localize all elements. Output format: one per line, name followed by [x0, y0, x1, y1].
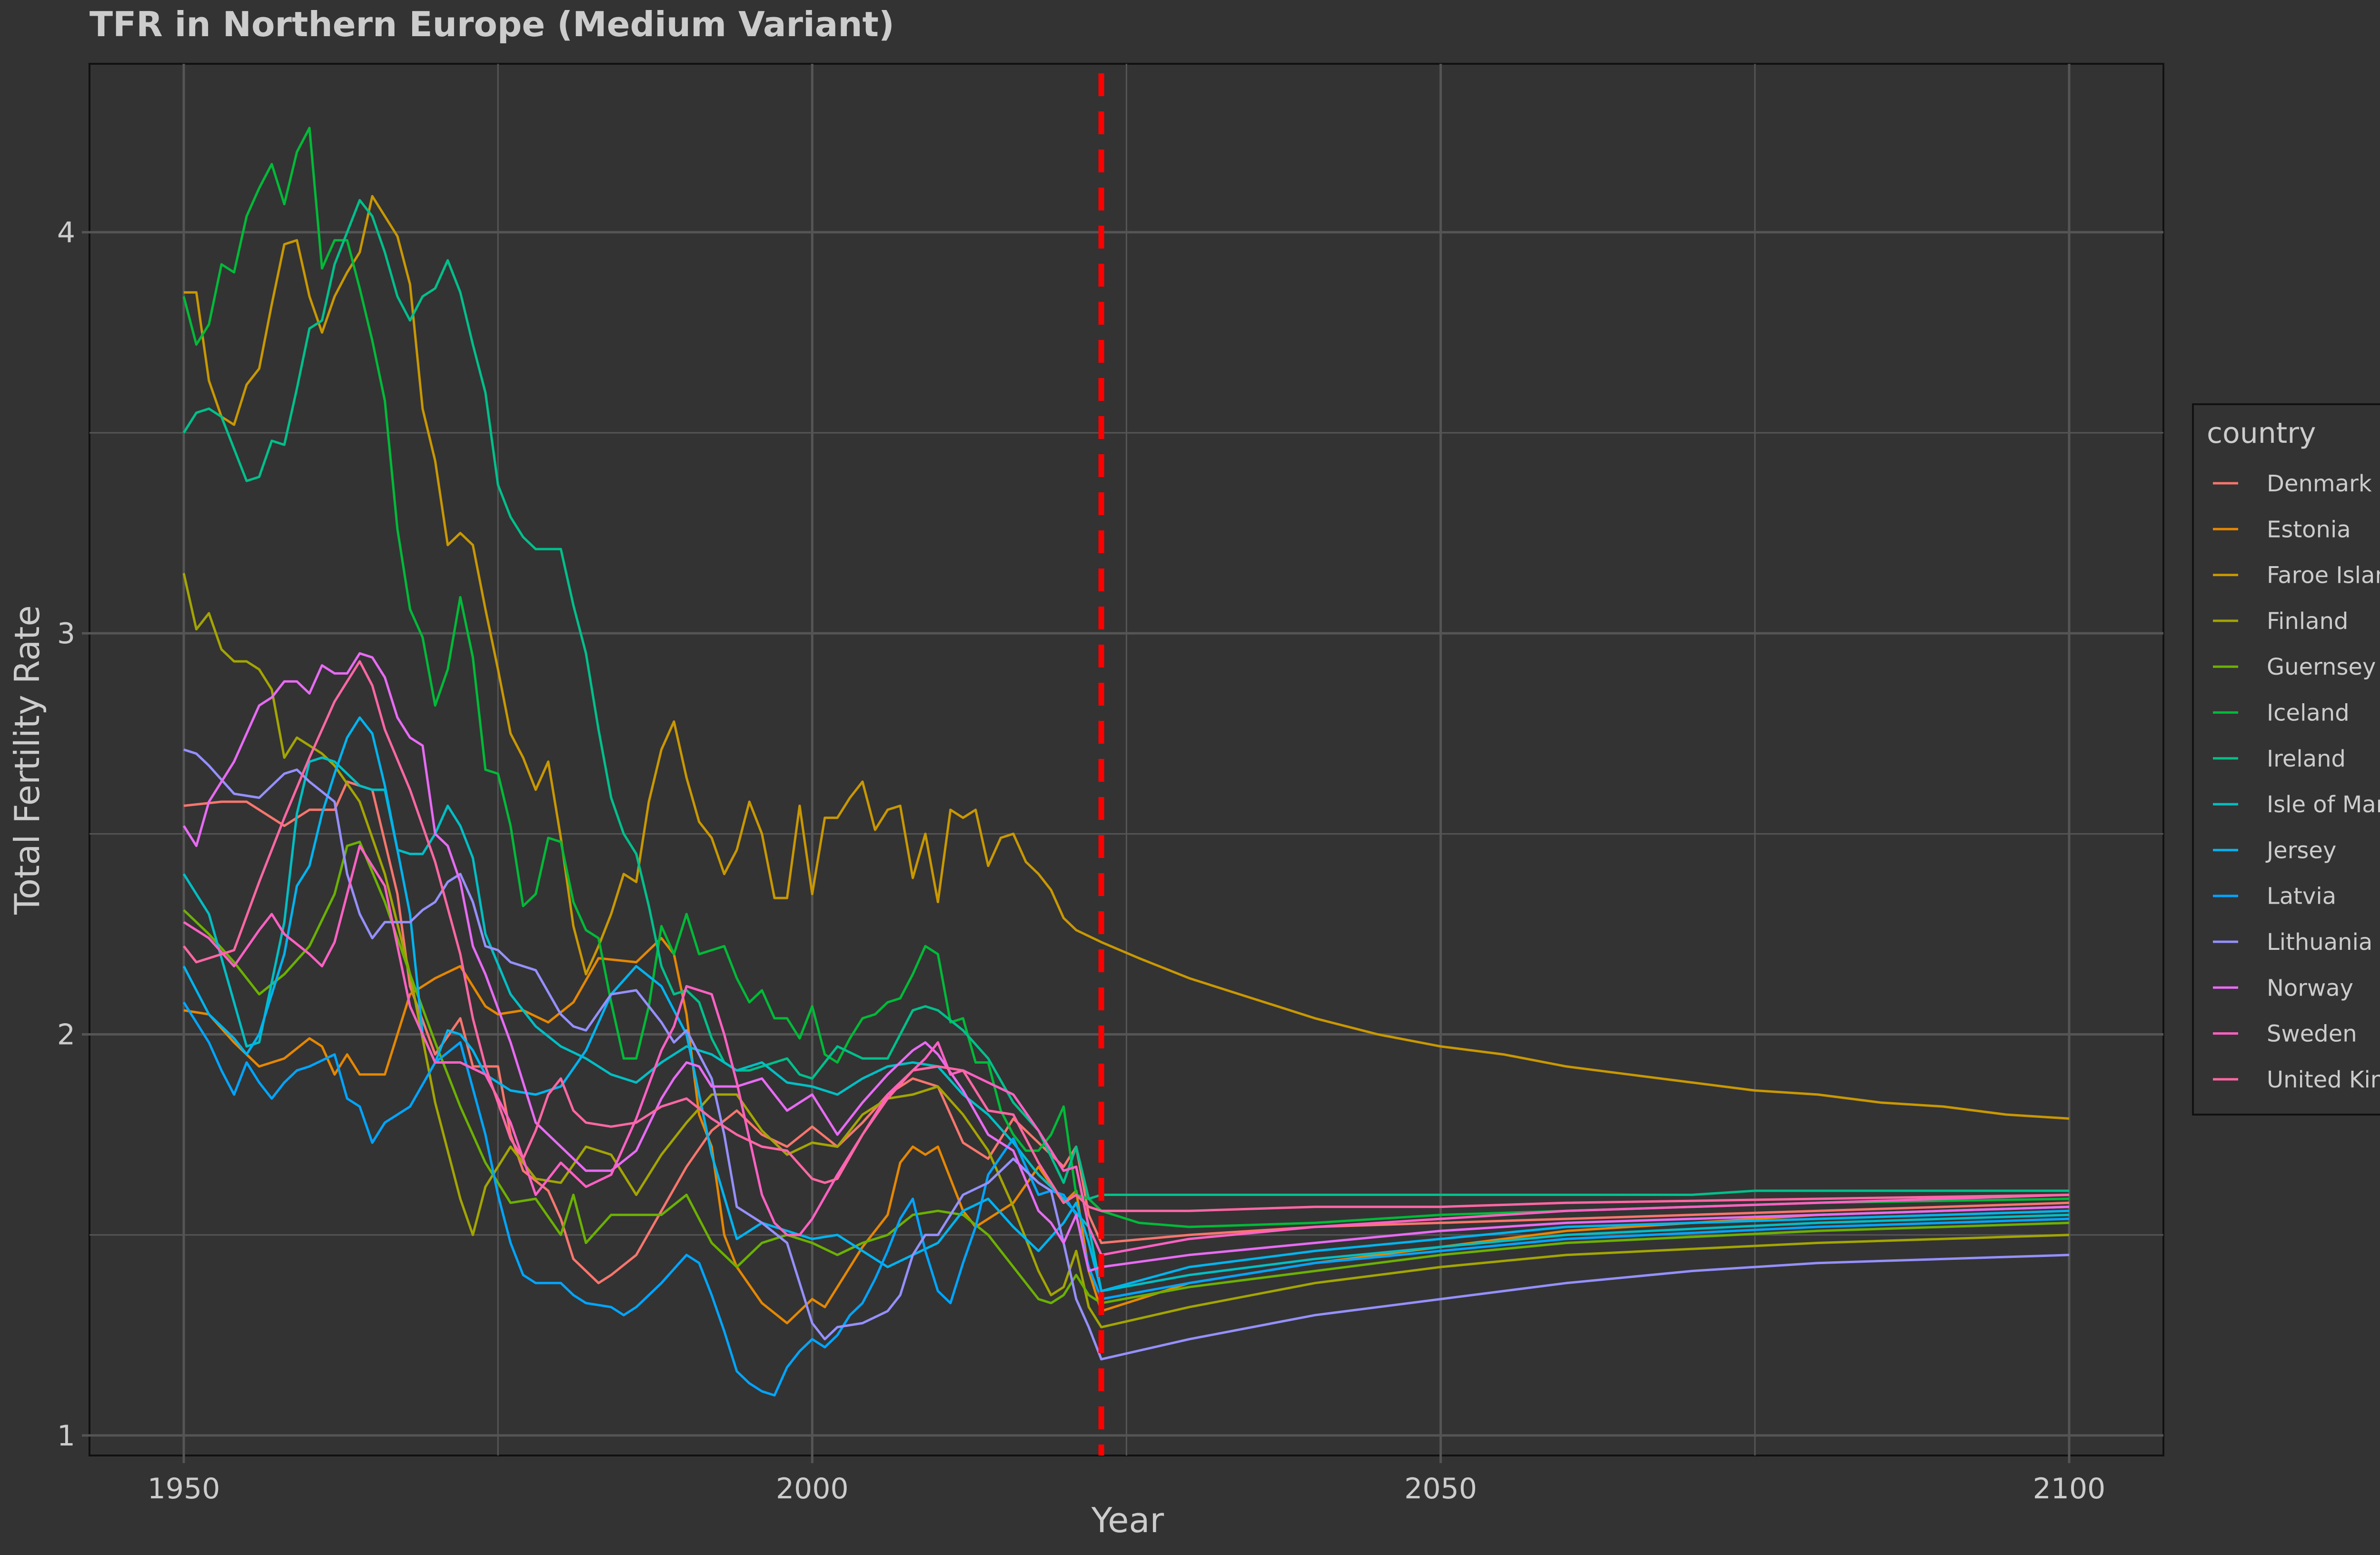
x-tick-label: 2100	[2033, 1472, 2106, 1505]
y-tick-label: 2	[57, 1018, 75, 1052]
legend-label: Jersey	[2265, 837, 2336, 864]
legend-label: Sweden	[2267, 1021, 2357, 1047]
series-line-jersey	[182, 716, 2070, 1293]
series-line-iceland	[182, 127, 2070, 1228]
legend-label: Guernsey	[2267, 654, 2376, 680]
x-tick-label: 2000	[776, 1472, 849, 1505]
series-line-lithuania	[183, 748, 2070, 1361]
plot-area	[89, 63, 2164, 1456]
legend-label: Faroe Islands	[2267, 562, 2380, 589]
minor-gridlines	[89, 64, 2163, 1455]
series-line-latvia	[182, 1001, 2070, 1397]
y-tick-label: 4	[57, 216, 75, 249]
series-line-sweden	[183, 845, 2070, 1256]
legend-items: Denmark Estonia Faroe Islands Finland Guerns…	[2213, 470, 2380, 1093]
legend-label: Estonia	[2267, 516, 2351, 543]
x-axis-label: Year	[1091, 1500, 1164, 1540]
x-tick-label: 2050	[1404, 1472, 1477, 1505]
legend-label: Ireland	[2267, 746, 2346, 772]
y-axis-ticks: 1 2 3 4	[57, 216, 89, 1453]
series-line-guernsey	[183, 840, 2070, 1305]
y-tick-label: 3	[57, 617, 75, 650]
legend-label: Lithuania	[2267, 929, 2372, 956]
chart-title: TFR in Northern Europe (Medium Variant)	[89, 4, 894, 44]
legend-label: Isle of Man	[2267, 791, 2380, 818]
legend-label: Norway	[2267, 975, 2353, 1001]
legend-label: Iceland	[2267, 700, 2350, 727]
legend-label: Finland	[2267, 608, 2349, 635]
legend-label: United Kingdom	[2267, 1067, 2380, 1093]
y-axis-label: Total Fertility Rate	[7, 605, 47, 915]
y-tick-label: 1	[57, 1419, 75, 1453]
legend: country Denmark Estonia Faroe Islands Finla…	[2192, 403, 2380, 1116]
series-line-isle-of-man	[182, 756, 2070, 1293]
legend-label: Latvia	[2267, 883, 2336, 910]
series-line-faroe-islands	[184, 195, 2070, 1120]
x-tick-label: 1950	[148, 1472, 220, 1505]
legend-label: Denmark	[2267, 470, 2372, 497]
legend-title: country	[2207, 417, 2316, 450]
series-line-ireland	[182, 199, 2069, 1200]
series-line-norway	[182, 652, 2070, 1272]
series-line-united-kingdom	[183, 660, 2070, 1212]
x-axis-ticks: 1950 2000 2050 2100	[148, 1455, 2106, 1505]
series-lines	[182, 127, 2070, 1397]
series-line-finland	[182, 573, 2070, 1328]
